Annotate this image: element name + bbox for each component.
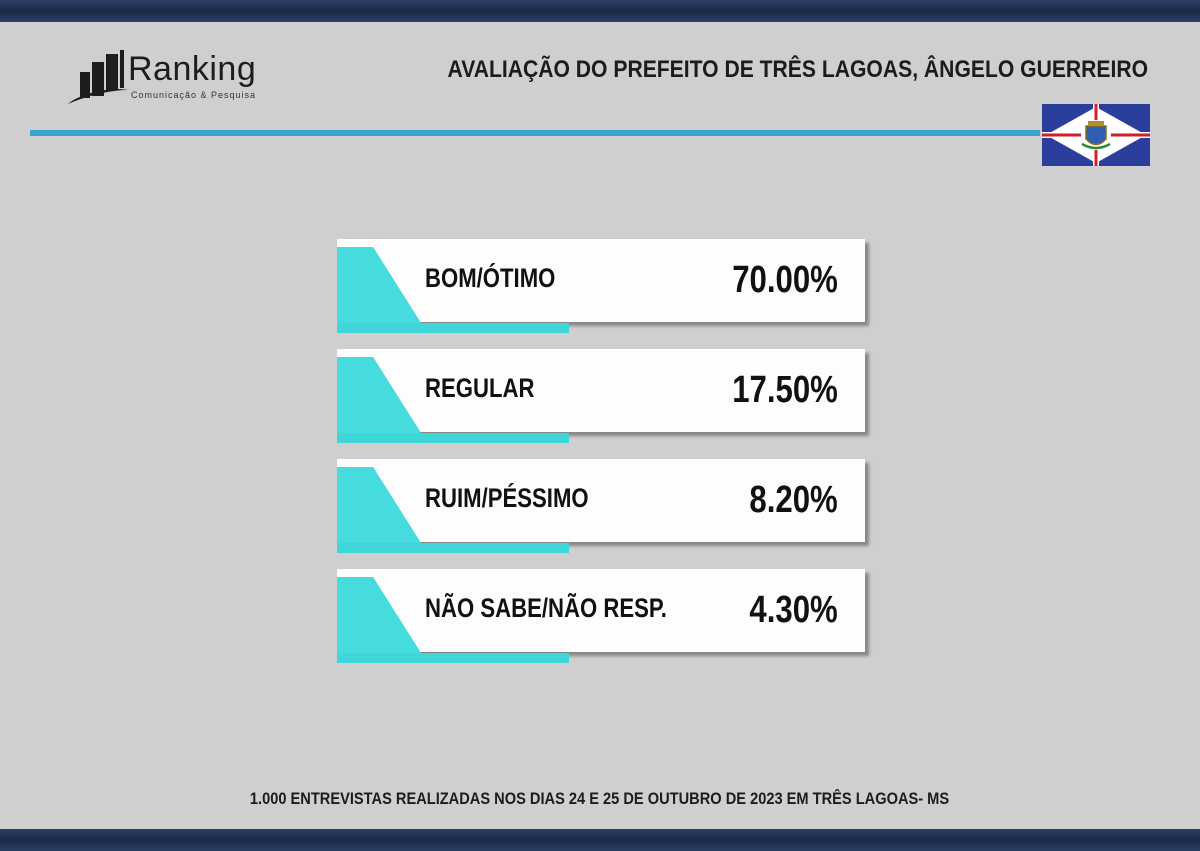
top-frame-bar (0, 0, 1200, 22)
percentage-value: 4.30% (749, 589, 838, 631)
tres-lagoas-flag-icon (1042, 104, 1150, 166)
footnote-text: 1.000 ENTREVISTAS REALIZADAS NOS DIAS 24… (250, 789, 950, 808)
percentage-value: 8.20% (749, 479, 838, 521)
teal-accent-shape (337, 247, 569, 333)
result-card (337, 569, 865, 652)
teal-accent-shape (337, 577, 569, 663)
category-label: NÃO SABE/NÃO RESP. (425, 593, 667, 623)
category-label: RUIM/PÉSSIMO (425, 483, 589, 513)
result-card (337, 459, 865, 542)
result-card (337, 349, 865, 432)
result-row: NÃO SABE/NÃO RESP. 4.30% (337, 569, 870, 663)
result-row: REGULAR 17.50% (337, 349, 870, 443)
page-title: AVALIAÇÃO DO PREFEITO DE TRÊS LAGOAS, ÂN… (447, 56, 1148, 83)
teal-accent-shape (337, 467, 569, 553)
percentage-value: 70.00% (732, 259, 838, 301)
result-card (337, 239, 865, 322)
category-label: BOM/ÓTIMO (425, 263, 556, 293)
building-logo-icon (68, 50, 128, 104)
ranking-logo: Ranking Comunicação & Pesquisa (66, 48, 276, 108)
bottom-frame-bar (0, 829, 1200, 851)
category-label: REGULAR (425, 373, 535, 403)
brand-name: Ranking (128, 50, 257, 88)
brand-tagline: Comunicação & Pesquisa (131, 90, 257, 100)
teal-accent-shape (337, 357, 569, 443)
result-row: RUIM/PÉSSIMO 8.20% (337, 459, 870, 553)
header-divider (30, 130, 1040, 136)
survey-footnote: 1.000 ENTREVISTAS REALIZADAS NOS DIAS 24… (0, 789, 1200, 809)
percentage-value: 17.50% (732, 369, 838, 411)
result-row: BOM/ÓTIMO 70.00% (337, 239, 870, 333)
